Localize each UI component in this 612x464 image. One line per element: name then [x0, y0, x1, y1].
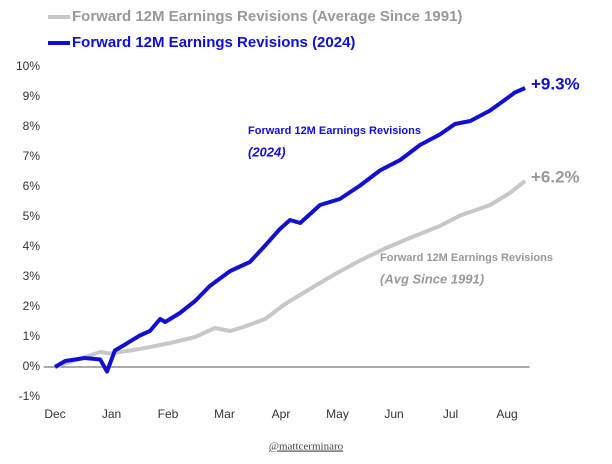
x-tick-label: Jun [384, 407, 403, 421]
x-tick-label: Aug [496, 407, 517, 421]
y-tick-label: 6% [23, 179, 41, 193]
end-label: +6.2% [531, 167, 580, 186]
annotation: (Avg Since 1991) [380, 271, 484, 286]
annotation: Forward 12M Earnings Revisions [380, 252, 553, 264]
y-tick-label: 5% [23, 209, 41, 223]
y-tick-label: 9% [23, 89, 41, 103]
y-tick-label: 2% [23, 299, 41, 313]
annotation: Forward 12M Earnings Revisions [248, 125, 421, 137]
x-tick-label: Mar [214, 407, 235, 421]
y-tick-label: 1% [23, 329, 41, 343]
annotation: (2024) [248, 144, 286, 159]
x-tick-label: Feb [158, 407, 179, 421]
x-tick-label: Jul [443, 407, 458, 421]
y-tick-label: 4% [23, 239, 41, 253]
legend-label: Forward 12M Earnings Revisions (2024) [72, 34, 355, 51]
end-label: +9.3% [531, 74, 580, 93]
credit: @mattcerminaro [269, 441, 344, 453]
y-tick-label: 3% [23, 269, 41, 283]
x-tick-label: May [326, 407, 349, 421]
series-line [53, 86, 526, 374]
x-tick-label: Jan [102, 407, 121, 421]
y-tick-label: 10% [16, 59, 40, 73]
y-tick-label: 7% [23, 149, 41, 163]
y-tick-label: 8% [23, 119, 41, 133]
y-tick-label: 0% [23, 359, 41, 373]
x-tick-label: Apr [272, 407, 291, 421]
y-tick-label: -1% [19, 389, 41, 403]
legend-label: Forward 12M Earnings Revisions (Average … [72, 8, 462, 25]
x-tick-label: Dec [44, 407, 65, 421]
series-line [54, 179, 527, 369]
